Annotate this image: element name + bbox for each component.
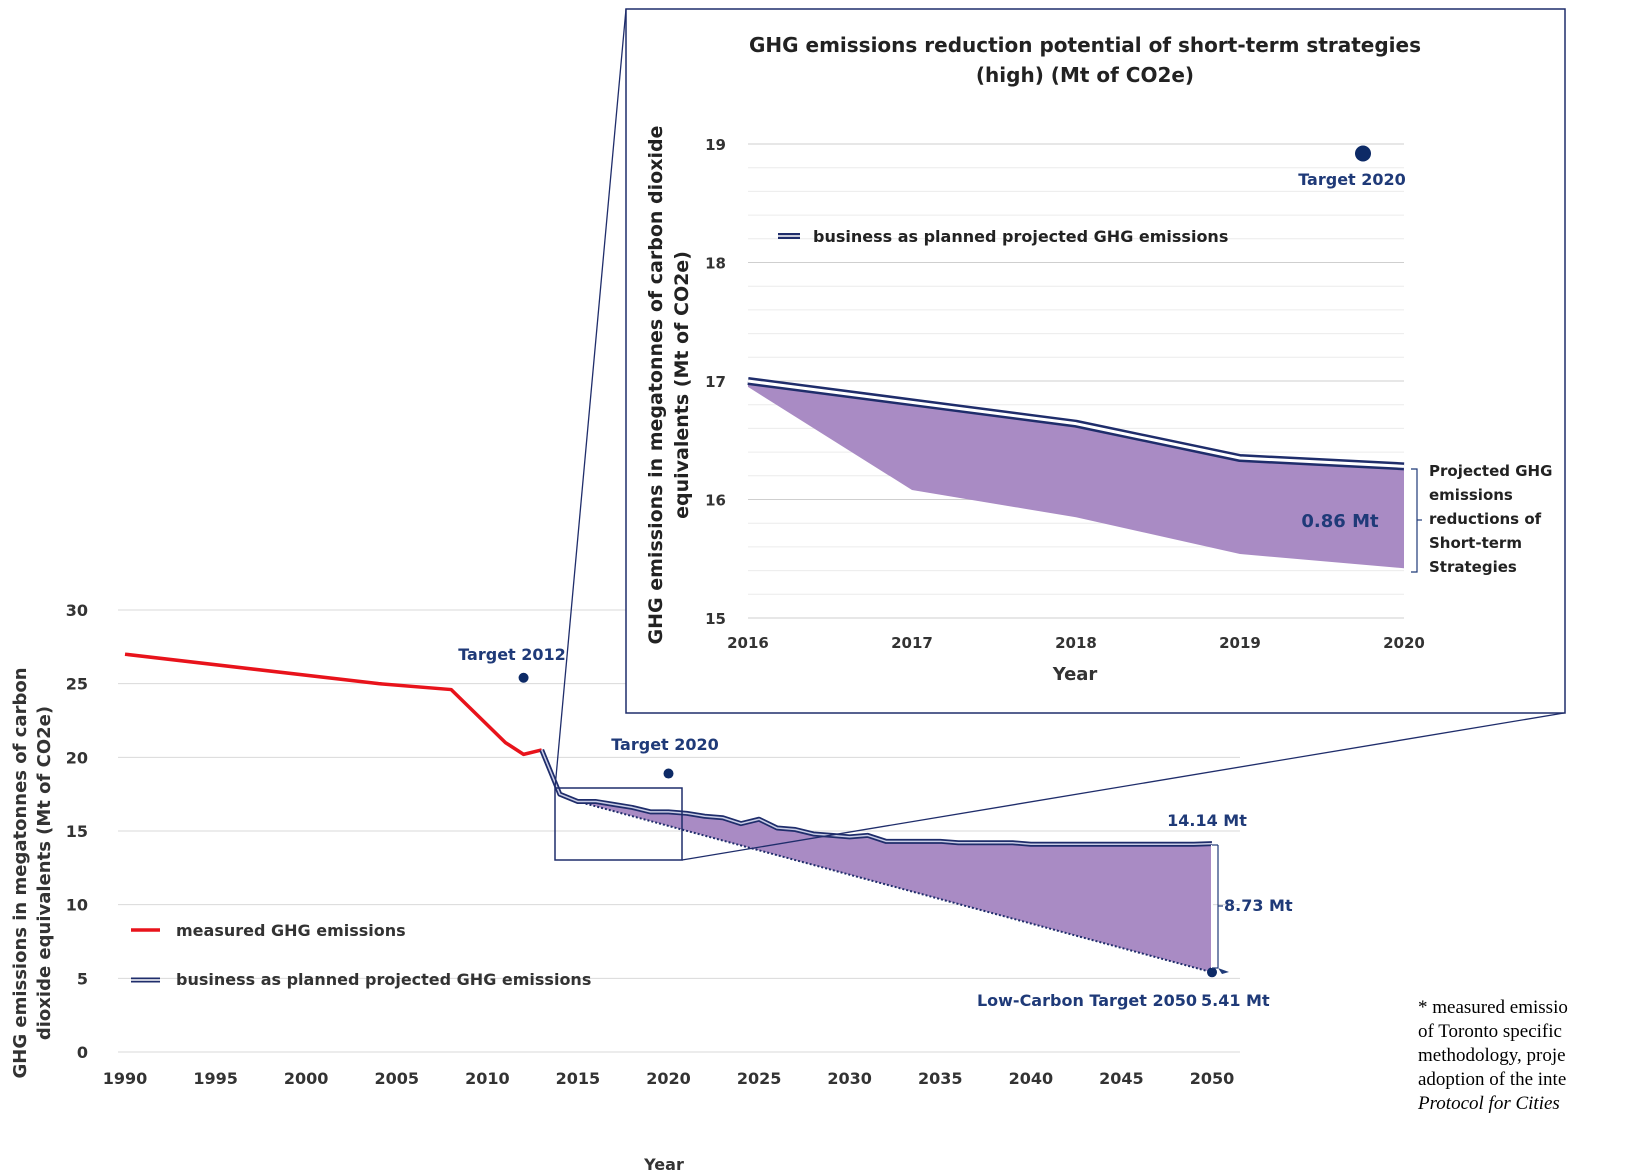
inset-title-line1: GHG emissions reduction potential of sho…: [749, 33, 1421, 57]
inset-x-tick-label: 2019: [1219, 634, 1261, 652]
main-y-tick-label: 20: [66, 748, 88, 767]
label-target-2050: Low-Carbon Target 2050: [977, 991, 1197, 1010]
legend-bap-label: business as planned projected GHG emissi…: [176, 970, 591, 989]
main-y-axis-title-line2: dioxide equivalents (Mt of CO2e): [34, 706, 55, 1040]
inset-bracket-label-line4: Short-term: [1429, 534, 1522, 552]
inset-bracket-label-line2: emissions: [1429, 486, 1513, 504]
gap-2050-bracket: [1211, 844, 1229, 974]
footnote: * measured emissio of Toronto specific m…: [1418, 996, 1568, 1116]
inset-reduction-bracket: [1411, 468, 1422, 573]
inset-x-tick-label: 2017: [891, 634, 933, 652]
target-2020-point: [663, 768, 674, 779]
main-x-tick-label: 2045: [1099, 1069, 1144, 1088]
footnote-line1: * measured emissio: [1418, 997, 1568, 1018]
target-2012-point: [518, 672, 529, 683]
main-x-tick-label: 2010: [465, 1069, 510, 1088]
inset-bracket-label-line3: reductions of: [1429, 510, 1542, 528]
main-y-tick-label: 25: [66, 675, 88, 694]
inset-legend: business as planned projected GHG emissi…: [778, 227, 1228, 246]
main-y-tick-labels: 0 5 10 15 20 25 30: [66, 601, 88, 1062]
main-legend: measured GHG emissions business as plann…: [131, 921, 591, 989]
inset-bap-line-inner: [747, 379, 1405, 468]
inset-title-line2: (high) (Mt of CO2e): [976, 63, 1194, 87]
inset-panel: [625, 8, 1566, 714]
main-x-tick-label: 2025: [737, 1069, 782, 1088]
main-x-tick-labels: 1990 1995 2000 2005 2010 2015 2020 2025 2030 2035…: [103, 1069, 1235, 1088]
main-y-tick-label: 10: [66, 896, 88, 915]
main-y-axis-title-line1: GHG emissions in megatonnes of carbon: [10, 667, 31, 1078]
main-y-tick-label: 5: [77, 969, 88, 988]
inset-y-tick-label: 16: [705, 492, 726, 510]
legend-measured-label: measured GHG emissions: [176, 921, 406, 940]
inset-y-tick-label: 19: [705, 136, 726, 154]
inset-bracket-label-line1: Projected GHG: [1429, 462, 1552, 480]
inset-target-points: [1355, 145, 1371, 162]
target-2050-point: [1207, 967, 1217, 978]
arrow-icon: [1218, 968, 1229, 974]
inset-x-axis-title: Year: [1052, 664, 1098, 685]
main-x-tick-label: 2030: [827, 1069, 872, 1088]
bap-emissions-line-inner: [540, 749, 1213, 846]
main-y-tick-label: 15: [66, 822, 88, 841]
inset-x-tick-label: 2018: [1055, 634, 1097, 652]
inset-x-tick-labels: 2016 2017 2018 2019 2020: [727, 634, 1425, 652]
main-y-tick-label: 0: [77, 1043, 88, 1062]
target-trajectory-line: [577, 800, 1213, 974]
inset-y-tick-labels: 15 16 17 18 19: [705, 136, 726, 628]
label-value-bap-2050: 14.14 Mt: [1167, 811, 1247, 830]
inset-reduction-fill: [748, 381, 1404, 569]
footnote-line5: Protocol for Cities: [1418, 1093, 1560, 1114]
main-x-tick-label: 2035: [918, 1069, 963, 1088]
main-x-tick-label: 2050: [1190, 1069, 1235, 1088]
inset-y-axis-title: GHG emissions in megatonnes of carbon di…: [645, 126, 693, 645]
main-series-lines: [124, 652, 1213, 974]
label-target-2020-main: Target 2020: [611, 735, 719, 754]
inset-label-reduction-value: 0.86 Mt: [1301, 511, 1379, 532]
inset-x-tick-label: 2016: [727, 634, 769, 652]
main-x-tick-label: 2005: [374, 1069, 419, 1088]
main-x-tick-label: 2000: [284, 1069, 329, 1088]
inset-target-2020-point: [1355, 145, 1371, 162]
inset-bracket-label: Projected GHG emissions reductions of Sh…: [1429, 462, 1552, 576]
main-x-tick-label: 2020: [646, 1069, 691, 1088]
main-x-axis-title: Year: [643, 1155, 684, 1174]
measured-emissions-line: [124, 652, 543, 757]
inset-y-tick-label: 15: [705, 610, 726, 628]
main-x-tick-label: 2015: [556, 1069, 601, 1088]
footnote-line3: methodology, proje: [1418, 1045, 1566, 1066]
main-y-tick-label: 30: [66, 601, 88, 620]
zoom-connector-top-left: [554, 8, 627, 789]
footnote-line2: of Toronto specific: [1418, 1021, 1562, 1042]
inset-series-lines: [747, 377, 1405, 471]
bap-emissions-line-outer: [539, 749, 1213, 847]
main-y-axis-title: GHG emissions in megatonnes of carbon di…: [10, 667, 55, 1078]
inset-bracket-label-line5: Strategies: [1429, 558, 1517, 576]
inset-y-axis-title-line1: GHG emissions in megatonnes of carbon di…: [645, 126, 667, 645]
inset-x-tick-label: 2020: [1383, 634, 1425, 652]
inset-label-target-2020: Target 2020: [1298, 170, 1406, 189]
inset-y-tick-label: 17: [705, 373, 726, 391]
inset-reduction-area: [748, 381, 1404, 569]
label-value-2050: 5.41 Mt: [1201, 991, 1270, 1010]
inset-legend-label: business as planned projected GHG emissi…: [813, 227, 1228, 246]
main-x-tick-label: 2040: [1009, 1069, 1054, 1088]
zoom-box: [554, 787, 683, 861]
footnote-line4: adoption of the inte: [1418, 1069, 1567, 1090]
label-target-2012: Target 2012: [458, 645, 566, 664]
zoom-connector-bottom-right: [681, 712, 1565, 861]
main-target-points: [518, 672, 1217, 978]
label-gap-2050: 8.73 Mt: [1224, 896, 1293, 915]
inset-y-tick-label: 18: [705, 255, 726, 273]
main-x-tick-label: 1995: [193, 1069, 238, 1088]
inset-y-axis-title-line2: equivalents (Mt of CO2e): [671, 251, 693, 519]
main-x-tick-label: 1990: [103, 1069, 148, 1088]
